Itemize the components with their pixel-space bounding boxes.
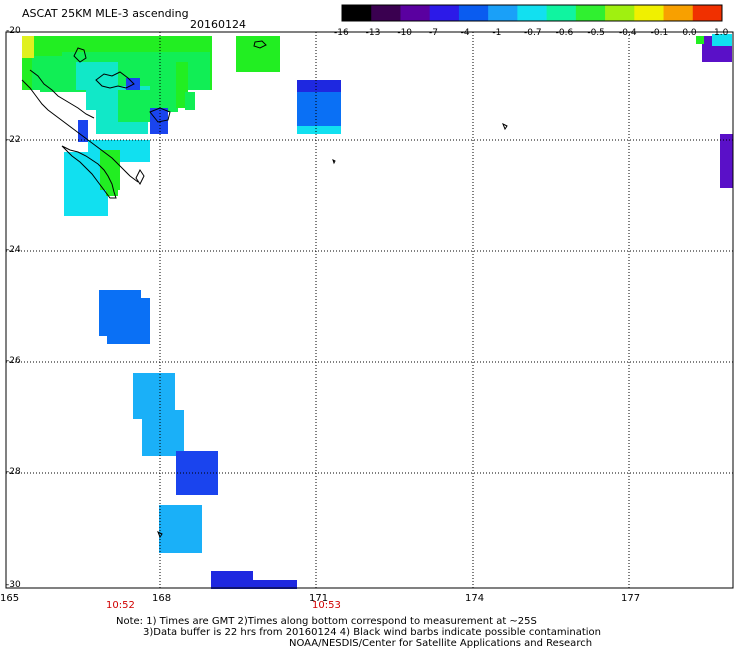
wind-cell <box>106 156 118 196</box>
wind-cell <box>22 36 34 58</box>
lat-label: -22 <box>6 135 21 145</box>
colorbar-segment <box>488 5 518 21</box>
colorbar-tick-label: -0.4 <box>619 28 637 38</box>
colorbar-tick-label: -7 <box>429 28 438 38</box>
colorbar-segment <box>575 5 606 21</box>
lat-label: -26 <box>6 356 21 366</box>
wind-cell <box>78 120 88 142</box>
colorbar-tick-label: -0.1 <box>650 28 669 38</box>
map-frame <box>5 31 734 589</box>
lat-label: -20 <box>6 26 21 36</box>
colorbar <box>341 4 723 22</box>
wind-cell <box>720 134 733 188</box>
lon-label: 171 <box>309 593 329 604</box>
colorbar-segment <box>692 5 723 21</box>
colorbar-frame <box>341 4 723 22</box>
wind-cell <box>297 126 341 134</box>
wind-cell <box>712 34 732 46</box>
lon-label: 165 <box>0 593 20 604</box>
colorbar-segment <box>400 5 431 21</box>
map-grid <box>6 32 733 588</box>
lat-label: -30 <box>6 580 21 590</box>
wind-cell <box>150 108 168 134</box>
coastline <box>21 40 508 539</box>
note-line-1: Note: 1) Times are GMT 2)Times along bot… <box>116 616 537 627</box>
colorbar-tick-label: -16 <box>334 28 349 38</box>
lat-label: -28 <box>6 467 21 477</box>
colorbar-segment <box>605 5 635 21</box>
wind-cell <box>176 451 218 495</box>
colorbar-tick-label: -10 <box>397 28 413 38</box>
colorbar-segment <box>458 5 489 21</box>
colorbar-segment <box>429 5 460 21</box>
wind-cell <box>185 92 195 110</box>
chart-date: 20160124 <box>190 18 246 31</box>
wind-swath-cells <box>22 34 733 589</box>
wind-cell <box>297 80 341 92</box>
colorbar-segment <box>546 5 577 21</box>
colorbar-tick-label: -1 <box>492 28 502 38</box>
colorbar-segment <box>663 5 694 21</box>
wind-cell <box>118 90 150 122</box>
note-line-2: 3)Data buffer is 22 hrs from 20160124 4)… <box>143 627 601 638</box>
wind-cell <box>297 92 341 126</box>
note-line-3: NOAA/NESDIS/Center for Satellite Applica… <box>289 638 593 649</box>
wind-cell <box>253 580 297 589</box>
colorbar-segment <box>517 5 548 21</box>
lon-label: 174 <box>465 593 485 604</box>
time-label: 10:52 <box>106 600 135 611</box>
wind-cell <box>30 36 62 56</box>
colorbar-tick-label: -0.5 <box>587 28 605 38</box>
colorbar-tick-label: -4 <box>460 28 470 38</box>
wind-cell <box>696 36 704 44</box>
lon-label: 168 <box>152 593 172 604</box>
colorbar-segment <box>634 5 665 21</box>
wind-cell <box>142 410 184 456</box>
colorbar-segment <box>371 5 401 21</box>
time-label: 10:53 <box>312 600 341 611</box>
wind-cell <box>159 505 202 553</box>
colorbar-tick-label: -0.7 <box>524 28 542 38</box>
colorbar-tick-label: -0.6 <box>555 28 574 38</box>
lon-label: 177 <box>621 593 641 604</box>
colorbar-tick-label: 1.0 <box>714 28 729 38</box>
lat-label: -24 <box>6 245 21 255</box>
colorbar-tick-label: -13 <box>365 28 381 38</box>
chart-title: ASCAT 25KM MLE-3 ascending <box>22 7 189 20</box>
colorbar-segment <box>342 5 372 21</box>
wind-cell <box>150 90 178 112</box>
wind-cell <box>107 298 150 344</box>
wind-cell <box>211 571 253 589</box>
colorbar-tick-label: 0.0 <box>682 28 697 38</box>
